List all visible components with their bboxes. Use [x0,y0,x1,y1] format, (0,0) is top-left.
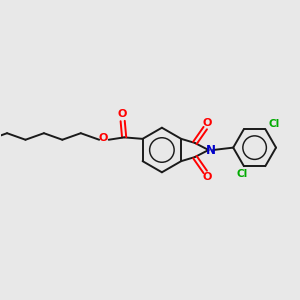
Text: O: O [99,133,108,143]
Text: Cl: Cl [268,119,279,129]
Text: O: O [118,110,128,119]
Text: O: O [202,118,212,128]
Text: O: O [202,172,212,182]
Text: N: N [206,143,216,157]
Text: Cl: Cl [237,169,248,179]
